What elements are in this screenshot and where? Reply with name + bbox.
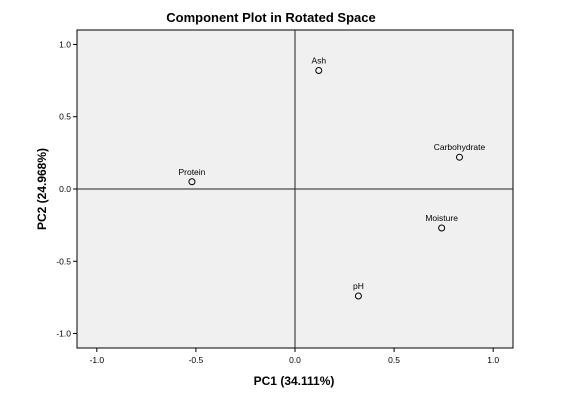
y-tick-label: 0.5 (59, 112, 71, 122)
point-label: Ash (311, 55, 326, 65)
data-points: Ash Carbohydrate Protein Moisture pH (178, 55, 486, 300)
y-tick-label: -1.0 (56, 329, 71, 339)
y-axis-ticks: -1.0 -0.5 0.0 0.5 1.0 (56, 39, 77, 339)
point-marker (354, 292, 362, 300)
y-tick-label: 1.0 (59, 39, 71, 49)
x-tick-label: 0.5 (388, 355, 400, 365)
y-axis-title: PC2 (24.968%) (35, 148, 49, 230)
y-tick-label: -0.5 (56, 256, 71, 266)
point-marker (315, 66, 323, 74)
x-tick-label: -0.5 (189, 355, 204, 365)
x-tick-label: -1.0 (89, 355, 104, 365)
x-axis-title: PC1 (34.111%) (254, 374, 335, 388)
point-label: Carbohydrate (434, 142, 486, 152)
point-marker (438, 224, 446, 232)
chart-title: Component Plot in Rotated Space (166, 10, 375, 25)
point-marker (455, 153, 463, 161)
y-tick-label: 0.0 (59, 184, 71, 194)
point-label: pH (353, 281, 364, 291)
point-label: Moisture (425, 213, 458, 223)
point-label: Protein (178, 167, 205, 177)
point-marker (188, 178, 196, 186)
x-axis-ticks: -1.0 -0.5 0.0 0.5 1.0 (89, 348, 499, 365)
x-tick-label: 0.0 (289, 355, 301, 365)
x-tick-label: 1.0 (487, 355, 499, 365)
